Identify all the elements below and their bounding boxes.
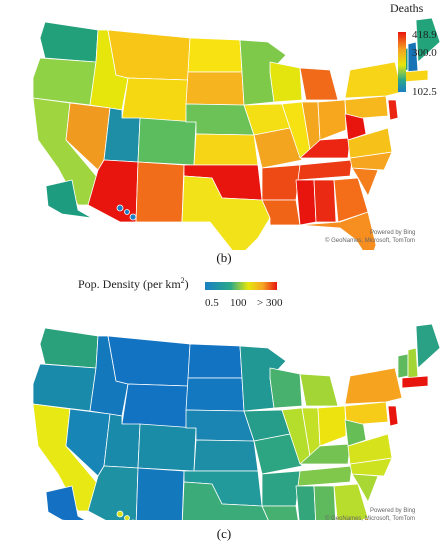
state-kansas (193, 133, 259, 166)
density-map: Pop. Density (per km2) 0.5 100 > 300 (32, 276, 441, 520)
state-texas (181, 175, 271, 250)
deaths-map: Deaths 418.9 300.0 102.5 Powered by Bing… (32, 1, 441, 250)
state-maine (415, 323, 441, 369)
state-alaska (45, 179, 93, 219)
state-michigan (299, 67, 339, 101)
state-virginia (347, 127, 393, 159)
state-montana (107, 29, 191, 81)
state-massachusetts (401, 375, 429, 389)
state-tennessee (297, 159, 353, 181)
credits: Powered by Bing © GeoNames, Microsoft, T… (325, 508, 415, 522)
state-wisconsin (269, 61, 303, 103)
state-louisiana (261, 505, 299, 520)
state-alabama (313, 485, 337, 520)
legend-max-label: 418.9 (412, 29, 437, 41)
density-map-panel: Pop. Density (per km2) 0.5 100 > 300 (0, 270, 448, 542)
state-wyoming (121, 77, 189, 123)
state-kansas (193, 439, 259, 472)
state-montana (107, 335, 191, 387)
state-tennessee (297, 465, 353, 487)
state-colorado (137, 423, 197, 472)
state-new-mexico (135, 467, 185, 520)
legend-low-label: 0.5 (205, 297, 219, 309)
state-arizona (87, 159, 139, 223)
state-florida (361, 517, 369, 520)
state-new-jersey (387, 405, 399, 427)
state-maine (415, 17, 441, 63)
state-nebraska (185, 103, 255, 136)
legend-title: Pop. Density (per km2) (78, 276, 189, 291)
state-alaska (45, 485, 86, 520)
state-florida (299, 211, 377, 250)
state-nebraska (185, 409, 255, 442)
state-pennsylvania (344, 401, 389, 425)
sources-credit: © GeoNames, Microsoft, TomTom (325, 515, 415, 522)
state-wisconsin (269, 367, 303, 409)
state-mississippi (295, 485, 317, 520)
state-ohio (317, 99, 347, 141)
state-missouri (253, 127, 303, 169)
state-vermont (397, 353, 409, 379)
state-south-dakota (185, 71, 245, 106)
legend-high-label: > 300 (257, 297, 283, 309)
state-louisiana (261, 199, 301, 226)
state-new-jersey (387, 99, 399, 121)
state-arkansas (261, 164, 301, 201)
panel-caption: (b) (216, 250, 232, 265)
deaths-map-panel: Deaths 418.9 300.0 102.5 Powered by Bing… (0, 0, 448, 265)
legend-min-label: 102.5 (412, 86, 437, 98)
bing-credit: Powered by Bing (370, 230, 415, 236)
panel-caption: (c) (216, 526, 232, 541)
state-oregon (32, 57, 97, 106)
legend-mid-label: 100 (230, 297, 247, 309)
state-hawaii (116, 204, 137, 221)
state-south-dakota (185, 377, 245, 412)
bing-credit: Powered by Bing (370, 508, 415, 514)
state-mississippi (295, 179, 317, 226)
state-alabama (313, 179, 337, 223)
state-texas (181, 481, 269, 520)
state-hawaii (116, 510, 135, 520)
state-wyoming (121, 383, 189, 429)
state-new-york (344, 367, 403, 405)
state-michigan (299, 373, 339, 407)
state-missouri (253, 433, 303, 475)
state-arkansas (261, 470, 301, 507)
state-new-hampshire (407, 347, 419, 379)
state-oregon (32, 363, 97, 412)
legend-color-bar (205, 282, 277, 290)
legend-color-bar (398, 32, 406, 92)
state-north-dakota (187, 343, 243, 379)
legend-title: Deaths (390, 1, 424, 15)
state-virginia (347, 433, 393, 465)
state-colorado (137, 117, 197, 166)
state-ohio (317, 405, 347, 447)
state-north-dakota (187, 37, 243, 73)
state-washington (39, 21, 99, 63)
legend-mid-label: 300.0 (412, 47, 437, 59)
state-washington (39, 327, 99, 369)
sources-credit: © GeoNames, Microsoft, TomTom (325, 237, 415, 244)
state-new-mexico (135, 161, 185, 223)
state-pennsylvania (344, 95, 389, 119)
state-new-york (344, 61, 403, 99)
